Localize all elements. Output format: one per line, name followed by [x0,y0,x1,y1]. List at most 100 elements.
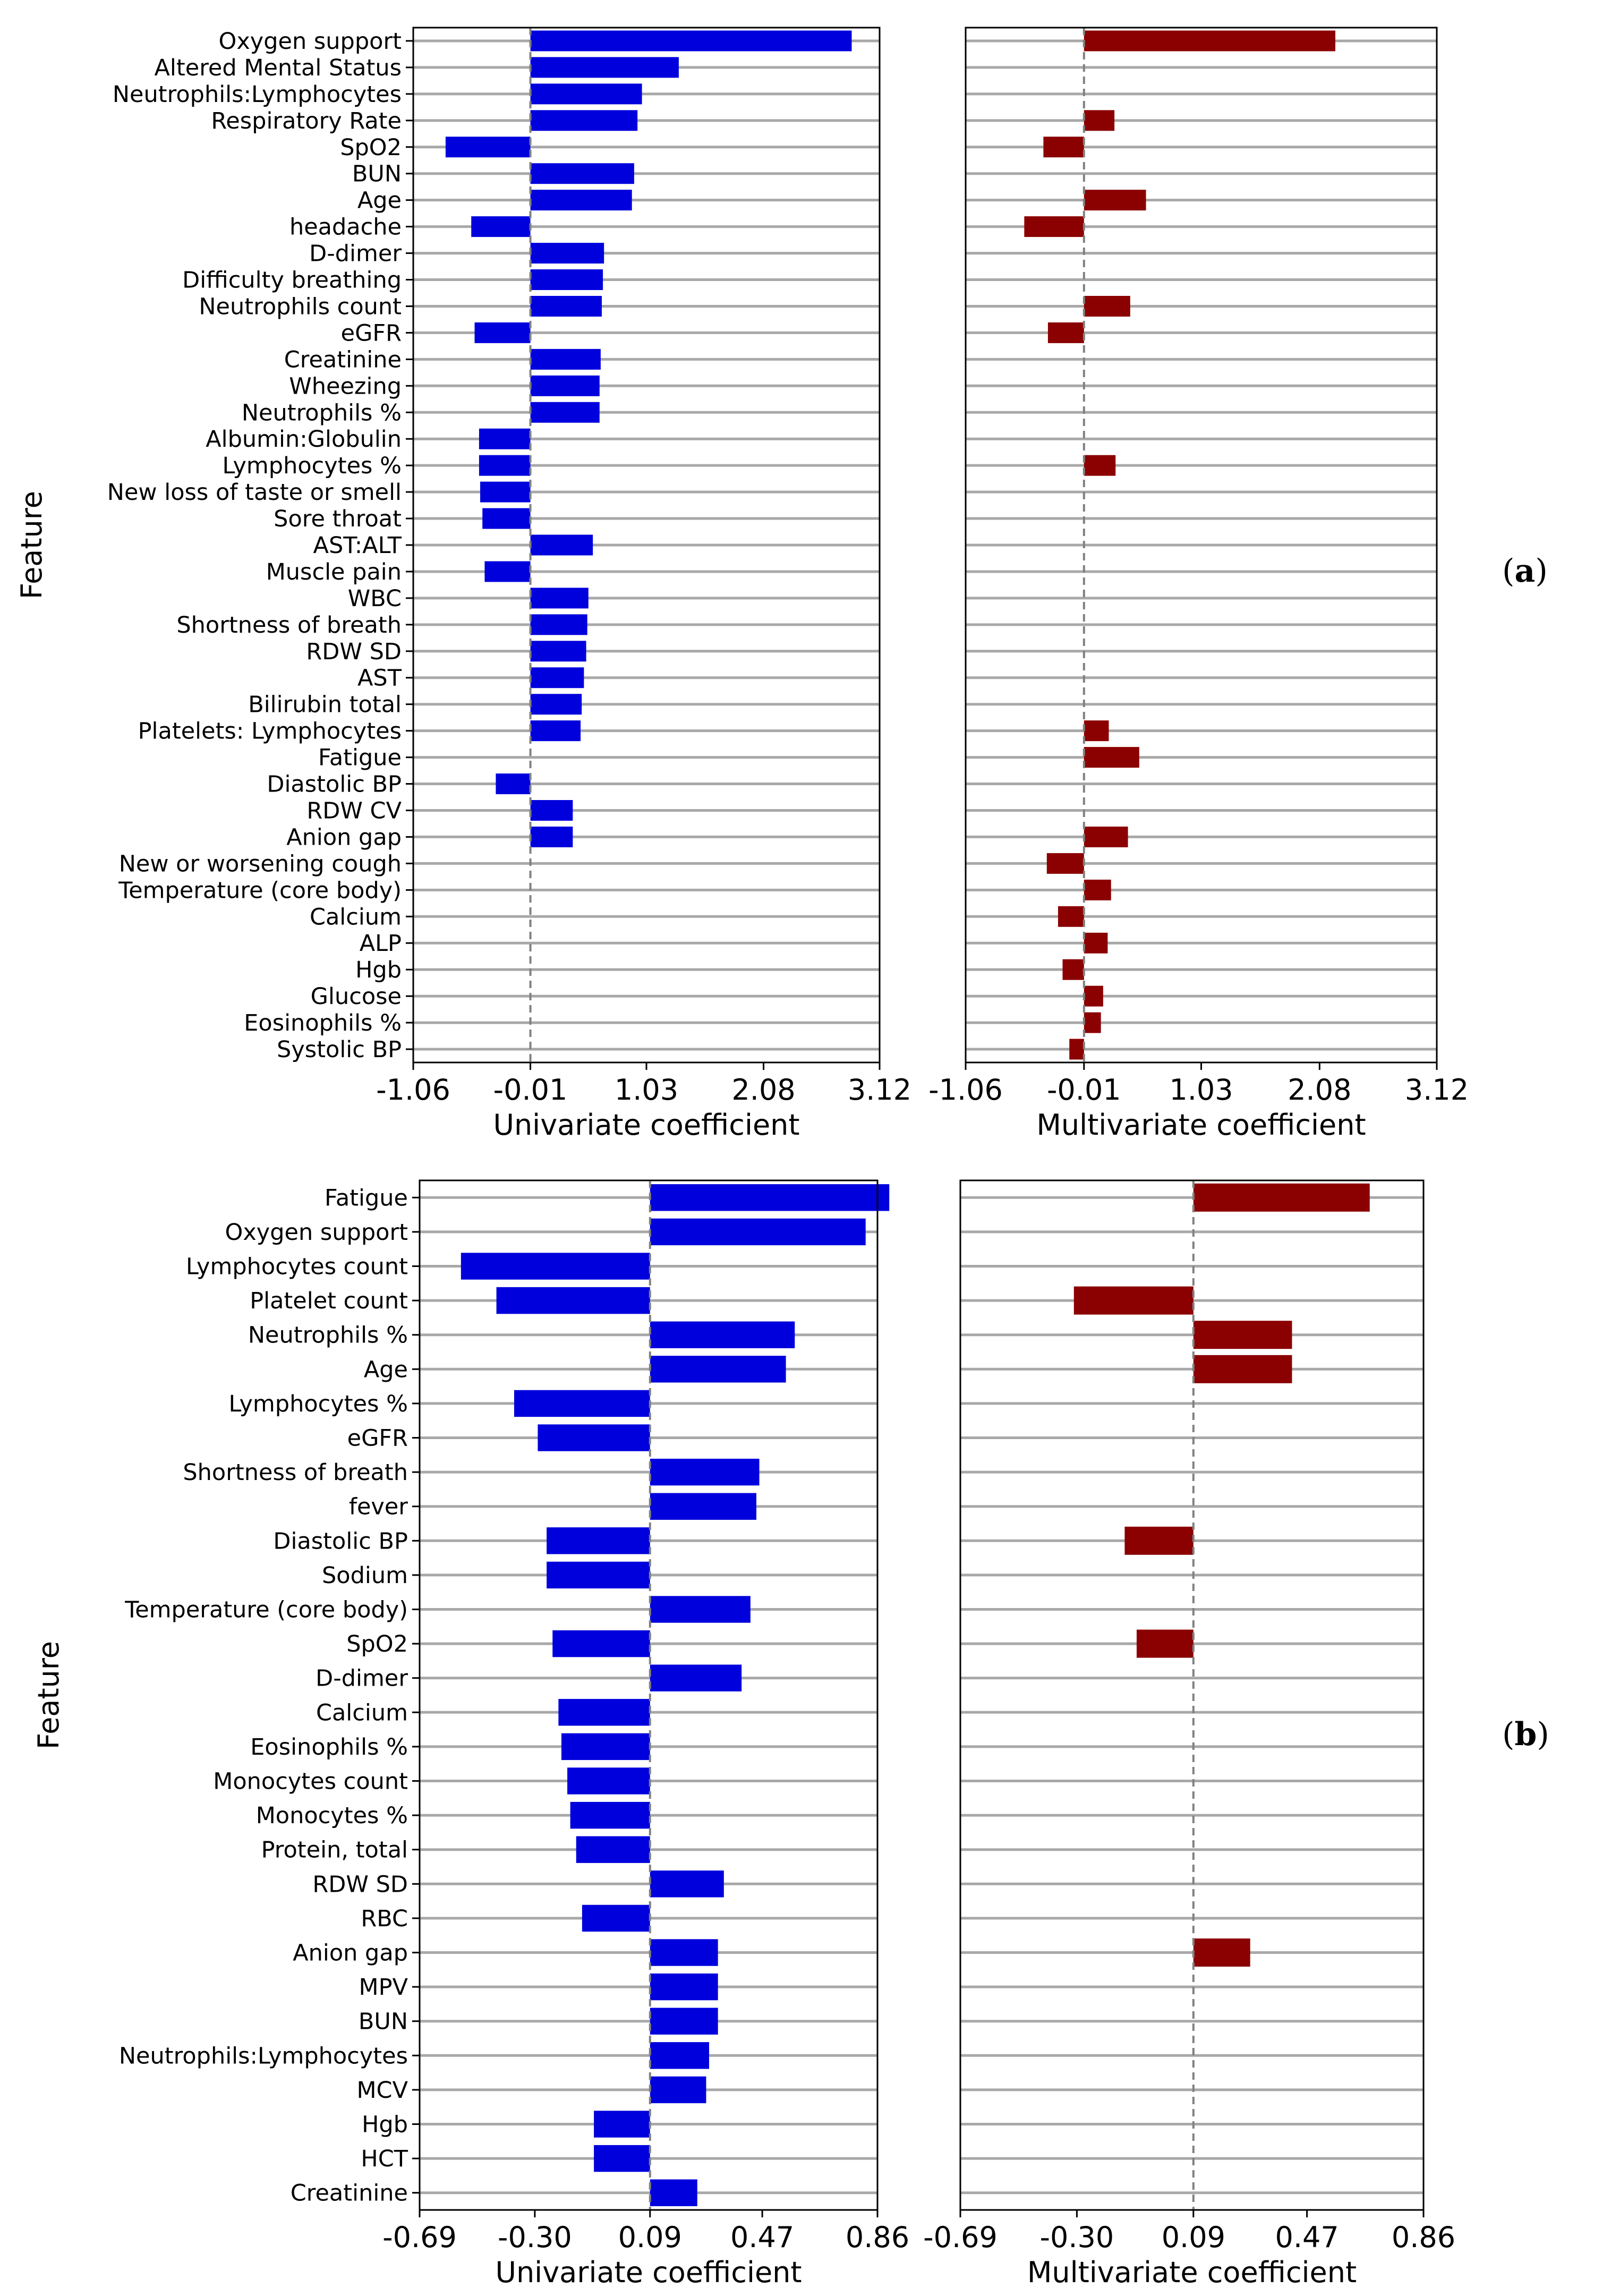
category-label: Anion gap [293,1940,408,1967]
bar-fever [650,1493,756,1520]
category-label: eGFR [341,320,402,346]
bar-d-dimer [530,243,604,264]
x-tick-label: -0.01 [1047,1073,1121,1107]
bar-albumin-globulin [479,428,531,449]
bar-respiratory-rate [530,110,638,131]
category-label: MPV [359,1974,408,2001]
category-label: MCV [356,2077,408,2104]
category-label: Monocytes count [213,1768,408,1795]
chart-b-uni: Fatigue Oxygen support Lymphocytes count Pl… [32,1179,909,2289]
x-tick-label: 0.47 [730,2221,794,2254]
bar-ast-alt [530,534,593,556]
category-label: Shortness of breath [176,612,402,639]
category-label: Calcium [310,904,402,930]
bar-sodium [547,1561,650,1589]
bar-altered-mental-status [530,57,679,78]
bar-bilirubin-total [530,694,582,715]
category-label: Albumin:Globulin [206,426,402,453]
bar-calcium [558,1699,650,1726]
x-axis-label: Multivariate coefficient [1036,1108,1366,1142]
category-label: Temperature (core body) [124,1597,408,1623]
category-label: Neutrophils:Lymphocytes [119,2043,408,2069]
bar-wbc [530,588,589,609]
category-label: Eosinophils % [250,1734,408,1761]
x-axis-label: Univariate coefficient [493,1108,799,1142]
category-label: Shortness of breath [183,1459,408,1486]
bar-egfr [1047,322,1084,343]
x-tick-label: 0.86 [1392,2221,1455,2254]
bar-neutrophils-count [1084,295,1130,317]
x-tick-label: 3.12 [848,1073,911,1107]
bar-oxygen-support [650,1218,866,1246]
bar-diastolic-bp [1124,1526,1194,1555]
bar-fatigue [1084,747,1139,768]
bar-oxygen-support [1084,30,1336,52]
category-label: ALP [360,930,402,957]
category-label: Hgb [362,2112,408,2138]
chart-b-multi: -0.69 -0.30 0.09 0.47 0.86 Multivariate coeff… [923,1179,1455,2289]
category-label: Creatinine [284,346,402,373]
bar-neutrophils- [650,1321,795,1348]
bar-platelet-count [496,1287,650,1314]
bar-shortness-of-breath [530,614,587,635]
bar-new-or-worsening-cough [1046,853,1084,874]
category-label: BUN [352,161,402,188]
bar-age [650,1356,786,1383]
bar-monocytes- [570,1801,650,1829]
bar-fatigue [1193,1183,1370,1212]
bar-egfr [538,1424,650,1451]
category-label: Altered Mental Status [155,55,402,81]
category-label: Bilirubin total [248,692,402,718]
bar-platelet-count [1073,1286,1194,1315]
category-label: Age [364,1356,408,1383]
category-label: RDW SD [306,639,402,665]
bar-mcv [650,2076,706,2104]
bar-lymphocytes-count [461,1253,650,1280]
bar-glucose [1084,985,1103,1007]
bar-neutrophils- [530,402,600,423]
category-label: Diastolic BP [273,1528,408,1554]
bar-anion-gap [530,826,573,847]
bar-eosinophils- [1084,1012,1101,1033]
bar-anion-gap [1084,826,1128,847]
x-tick-label: 0.09 [1162,2221,1225,2254]
bar-alp [1084,932,1108,954]
bar-spo2 [445,137,531,158]
category-label: RDW CV [306,797,402,824]
bar-bun [650,2008,718,2035]
bar-d-dimer [650,1664,742,1691]
bar-platelets-lymphocytes [1084,720,1109,742]
category-label: Oxygen support [225,1219,408,1246]
category-label: Diastolic BP [267,771,402,798]
category-label: Eosinophils % [244,1010,402,1036]
x-tick-label: -1.06 [376,1073,450,1107]
bar-lymphocytes- [479,455,531,476]
bar-diastolic-bp [496,773,531,795]
category-label: Lymphocytes count [186,1254,408,1280]
category-label: Monocytes % [256,1802,408,1829]
category-label: Platelets: Lymphocytes [138,718,402,745]
bar-ast [530,667,584,688]
x-tick-label: 2.08 [731,1073,795,1107]
category-label: HCT [361,2146,408,2172]
bar-diastolic-bp [547,1527,650,1554]
category-label: headache [289,214,402,241]
bar-bun [530,163,634,184]
bar-temperature-core-body- [1084,879,1111,900]
category-label: Lymphocytes % [228,1391,408,1417]
bar-eosinophils- [561,1733,650,1761]
bar-neutrophils-lymphocytes [650,2042,710,2069]
bar-temperature-core-body- [650,1596,751,1623]
category-label: Sodium [322,1562,408,1589]
bar-respiratory-rate [1084,110,1115,131]
x-tick-label: -1.06 [928,1073,1003,1107]
category-label: Difficulty breathing [182,267,402,294]
bar-wheezing [530,375,600,396]
category-label: Fatigue [318,745,402,771]
category-label: D-dimer [309,241,402,267]
category-label: Lymphocytes % [222,453,402,479]
category-label: eGFR [347,1425,408,1452]
category-label: Temperature (core body) [118,877,402,904]
